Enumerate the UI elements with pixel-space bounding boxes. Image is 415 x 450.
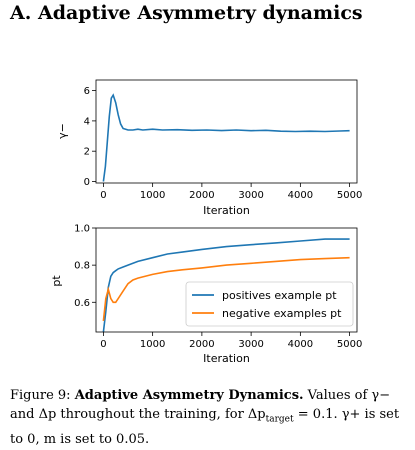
x-tick-label: 5000 — [337, 190, 362, 201]
legend-label-1: positives example pt — [222, 289, 337, 302]
figure-caption: Figure 9: Adaptive Asymmetry Dynamics. V… — [10, 386, 410, 449]
legend-label-2: negative examples pt — [222, 307, 342, 320]
x-tick-label: 5000 — [337, 339, 362, 350]
caption-text-2: = 0.1. γ+ is set to 0, m is set to 0.05. — [10, 407, 400, 447]
figure-heading: A. Adaptive Asymmetry dynamics — [10, 2, 363, 24]
x-tick-label: 2000 — [189, 339, 214, 350]
gamma-chart: 0 1000 2000 3000 4000 5000 0 2 4 6 Iteration γ− — [56, 79, 362, 217]
y-tick-label: 0 — [84, 177, 90, 188]
caption-title: Adaptive Asymmetry Dynamics. — [74, 388, 304, 403]
y-tick-label: 0.6 — [74, 298, 90, 309]
y-tick-label: 1.0 — [74, 224, 90, 235]
x-tick-label: 1000 — [140, 339, 165, 350]
legend-box — [185, 281, 354, 327]
x-tick-label: 3000 — [238, 339, 263, 350]
x-tick-label: 1000 — [140, 190, 165, 201]
x-tick-label: 3000 — [238, 190, 263, 201]
series-line-2 — [102, 256, 350, 321]
x-tick-label: 2000 — [189, 190, 214, 201]
caption-figure-number: Figure 9: — [10, 388, 71, 403]
plot-frame — [95, 79, 358, 184]
y-tick-label: 2 — [84, 147, 90, 158]
y-axis-label: pt — [50, 275, 63, 287]
y-axis-label: γ− — [56, 123, 69, 139]
pt-chart: 0 1000 2000 3000 4000 5000 0.6 0.8 1.0 Iteration p… — [50, 224, 362, 366]
x-tick-label: 0 — [100, 190, 106, 201]
x-tick-label: 4000 — [288, 339, 313, 350]
x-axis-label: Iteration — [203, 352, 250, 365]
figure-charts: 0 1000 2000 3000 4000 5000 0 2 4 6 Iteration γ− 0 10… — [50, 79, 362, 366]
y-tick-label: 6 — [84, 86, 90, 97]
x-tick-label: 4000 — [288, 190, 313, 201]
y-tick-label: 4 — [84, 116, 90, 127]
series-line-1 — [102, 93, 350, 182]
y-tick-label: 0.8 — [74, 261, 90, 272]
plot-frame — [95, 227, 358, 333]
series-line-1 — [102, 238, 350, 332]
x-axis-label: Iteration — [203, 204, 250, 217]
caption-subscript: target — [265, 414, 294, 425]
x-tick-label: 0 — [100, 339, 106, 350]
caption-text: Values of γ− and Δp throughout the train… — [10, 388, 391, 422]
